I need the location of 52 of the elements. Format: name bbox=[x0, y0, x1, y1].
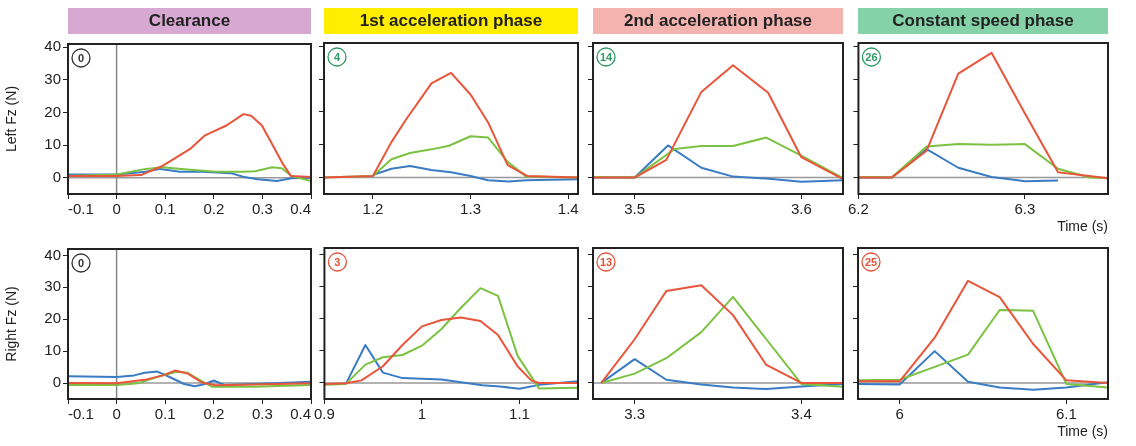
annotation: 25 bbox=[864, 255, 878, 268]
y-tick-label: 30 bbox=[44, 277, 61, 295]
x-tick-label: 1 bbox=[417, 405, 427, 423]
y-tick-label: 10 bbox=[44, 341, 61, 359]
x-tick-label: 6 bbox=[895, 405, 904, 423]
y-tick-label: 0 bbox=[52, 373, 61, 391]
x-tick-label: 1.4 bbox=[557, 200, 579, 218]
annotation: 3 bbox=[334, 255, 341, 268]
y-tick-label: 40 bbox=[44, 245, 61, 263]
x-tick-label: 0.1 bbox=[154, 200, 176, 218]
x-tick-label: 0 bbox=[112, 200, 121, 218]
x-axis-title: Time (s) bbox=[1057, 218, 1108, 235]
annotation: 13 bbox=[599, 255, 613, 268]
x-axis-title: Time (s) bbox=[1057, 423, 1108, 440]
y-tick-label: 10 bbox=[44, 135, 61, 153]
x-tick-label: 0.3 bbox=[251, 200, 273, 218]
x-tick-label: 0.2 bbox=[203, 405, 225, 423]
chart-title: Clearance bbox=[68, 8, 311, 34]
x-tick-label: 0.1 bbox=[154, 405, 176, 423]
x-tick-label: 6.2 bbox=[848, 200, 869, 218]
x-tick-label: 0.4 bbox=[290, 200, 311, 218]
x-tick-label: 3.6 bbox=[790, 200, 812, 218]
x-tick-label: -0.1 bbox=[68, 200, 94, 218]
y-tick-label: 20 bbox=[44, 102, 61, 120]
y-tick-label: 30 bbox=[44, 70, 61, 88]
y-tick-label: 40 bbox=[44, 37, 61, 55]
annotation: 14 bbox=[599, 50, 613, 63]
x-tick-label: 6.3 bbox=[1014, 200, 1036, 218]
annotation: 4 bbox=[333, 50, 341, 63]
chart-title: 1st acceleration phase bbox=[324, 8, 578, 34]
annotation: 26 bbox=[865, 50, 878, 63]
x-tick-label: 6.1 bbox=[1055, 405, 1077, 423]
y-axis-title: Right Fz (N) bbox=[3, 286, 20, 362]
y-tick-label: 0 bbox=[52, 167, 61, 185]
x-tick-label: 0.9 bbox=[314, 405, 335, 423]
annotation: 0 bbox=[77, 256, 85, 269]
x-tick-label: 1.2 bbox=[362, 200, 384, 218]
y-tick-label: 20 bbox=[44, 309, 61, 327]
x-tick-label: 0 bbox=[112, 405, 121, 423]
x-tick-label: -0.1 bbox=[68, 405, 94, 423]
chart-title: Constant speed phase bbox=[858, 8, 1108, 34]
y-axis-title: Left Fz (N) bbox=[3, 85, 20, 153]
annotation: 0 bbox=[77, 51, 85, 64]
x-tick-label: 1.1 bbox=[509, 405, 530, 423]
x-tick-label: 3.4 bbox=[790, 405, 812, 423]
x-tick-label: 3.3 bbox=[624, 405, 646, 423]
chart-title: 2nd acceleration phase bbox=[593, 8, 843, 34]
x-tick-label: 3.5 bbox=[624, 200, 646, 218]
x-tick-label: 0.2 bbox=[203, 200, 225, 218]
x-tick-label: 0.4 bbox=[290, 405, 311, 423]
x-tick-label: 1.3 bbox=[460, 200, 481, 218]
x-tick-label: 0.3 bbox=[251, 405, 273, 423]
